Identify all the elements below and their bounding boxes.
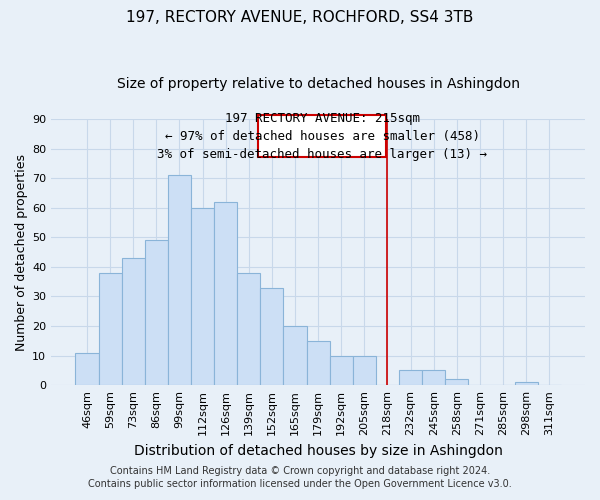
Bar <box>76 352 98 385</box>
Bar <box>329 356 353 385</box>
Bar <box>260 288 283 385</box>
Bar <box>399 370 422 385</box>
FancyBboxPatch shape <box>258 114 386 158</box>
Bar <box>122 258 145 385</box>
Bar <box>98 273 122 385</box>
Bar <box>422 370 445 385</box>
Bar <box>214 202 237 385</box>
Bar <box>445 380 468 385</box>
X-axis label: Distribution of detached houses by size in Ashingdon: Distribution of detached houses by size … <box>134 444 503 458</box>
Bar <box>237 273 260 385</box>
Bar <box>307 341 329 385</box>
Text: 197 RECTORY AVENUE: 215sqm
← 97% of detached houses are smaller (458)
3% of semi: 197 RECTORY AVENUE: 215sqm ← 97% of deta… <box>157 112 487 160</box>
Bar <box>191 208 214 385</box>
Bar <box>168 175 191 385</box>
Bar <box>353 356 376 385</box>
Bar <box>515 382 538 385</box>
Title: Size of property relative to detached houses in Ashingdon: Size of property relative to detached ho… <box>116 78 520 92</box>
Text: 197, RECTORY AVENUE, ROCHFORD, SS4 3TB: 197, RECTORY AVENUE, ROCHFORD, SS4 3TB <box>127 10 473 25</box>
Bar <box>145 240 168 385</box>
Bar <box>283 326 307 385</box>
Text: Contains HM Land Registry data © Crown copyright and database right 2024.
Contai: Contains HM Land Registry data © Crown c… <box>88 466 512 489</box>
Y-axis label: Number of detached properties: Number of detached properties <box>15 154 28 350</box>
